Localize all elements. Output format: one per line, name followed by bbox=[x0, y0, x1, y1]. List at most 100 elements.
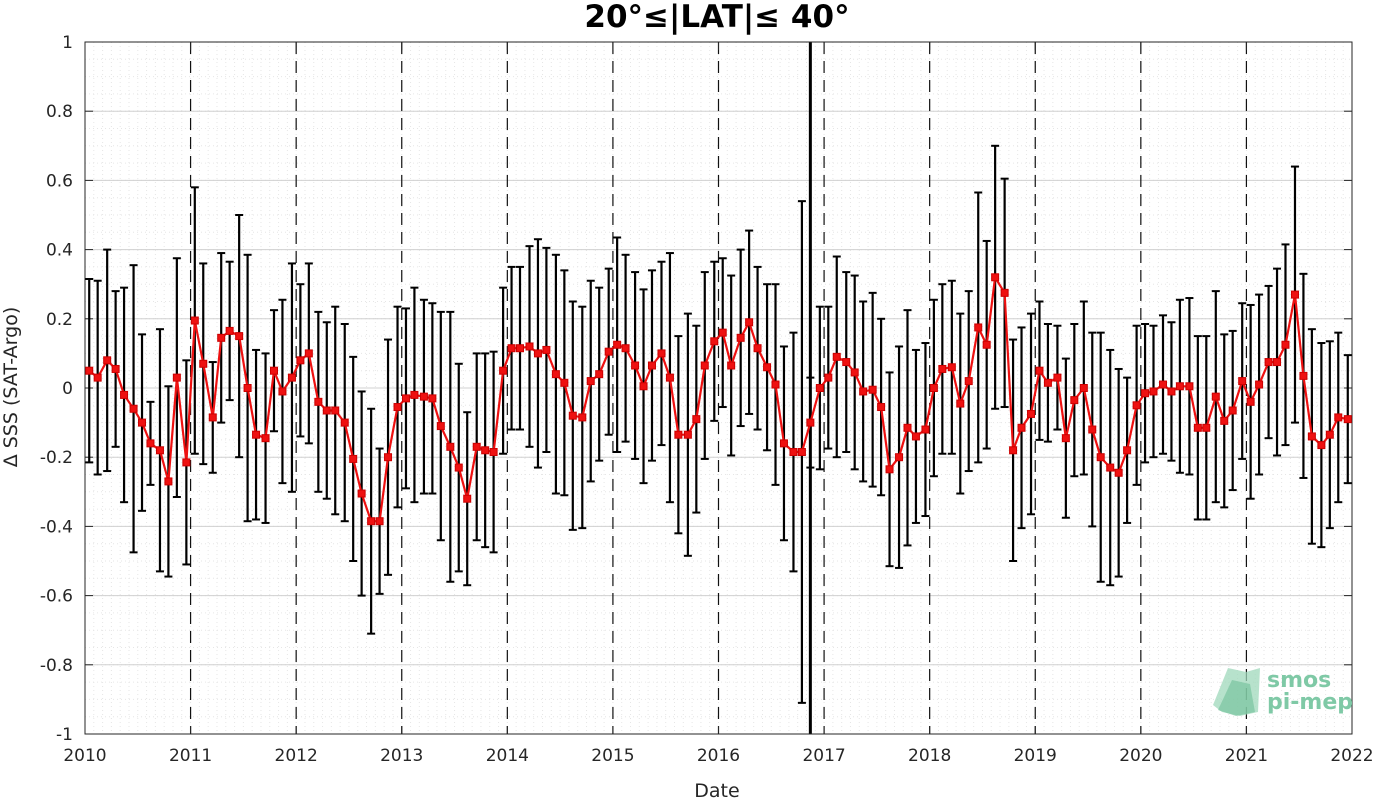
data-point bbox=[665, 373, 674, 382]
x-tick-label: 2016 bbox=[697, 746, 740, 766]
data-point bbox=[287, 373, 296, 382]
x-tick-label: 2019 bbox=[1014, 746, 1057, 766]
data-point bbox=[1114, 468, 1123, 477]
data-point bbox=[568, 411, 577, 420]
y-tick-label: 1 bbox=[62, 33, 73, 53]
x-tick-labels: 2010 2011 2012 2013 2014 2015 2016 2017 2018 2019… bbox=[63, 746, 1373, 766]
x-tick-label: 2020 bbox=[1119, 746, 1162, 766]
data-point bbox=[824, 373, 833, 382]
data-point bbox=[129, 404, 138, 413]
y-tick-label: -0.2 bbox=[40, 448, 73, 468]
data-point bbox=[710, 337, 719, 346]
data-point bbox=[895, 453, 904, 462]
data-point bbox=[885, 465, 894, 474]
data-point bbox=[604, 347, 613, 356]
data-point bbox=[436, 422, 445, 431]
data-point bbox=[322, 406, 331, 415]
x-tick-label: 2022 bbox=[1330, 746, 1373, 766]
data-point bbox=[700, 361, 709, 370]
data-point bbox=[1299, 371, 1308, 380]
data-point bbox=[815, 384, 824, 392]
data-point bbox=[401, 394, 410, 403]
data-point bbox=[172, 373, 181, 382]
data-point bbox=[533, 349, 542, 358]
data-point bbox=[850, 368, 859, 377]
logo-text-line2: pi-mep bbox=[1267, 690, 1353, 715]
data-point bbox=[93, 373, 102, 382]
y-tick-label: -0.6 bbox=[40, 587, 73, 607]
data-point bbox=[1132, 401, 1141, 410]
data-point bbox=[763, 363, 772, 372]
data-point bbox=[164, 477, 173, 486]
logo-text-line1: smos bbox=[1267, 668, 1331, 693]
data-point bbox=[631, 361, 640, 370]
data-point bbox=[1307, 432, 1316, 441]
axis-ticks bbox=[84, 41, 1353, 735]
data-point bbox=[797, 448, 806, 457]
data-point bbox=[1202, 423, 1211, 432]
data-point bbox=[1246, 397, 1255, 406]
data-point bbox=[842, 358, 851, 367]
data-point bbox=[1061, 434, 1070, 443]
data-point bbox=[1343, 415, 1352, 424]
data-point bbox=[832, 352, 841, 361]
data-point bbox=[1043, 378, 1052, 387]
data-point bbox=[947, 363, 956, 372]
data-point bbox=[472, 442, 481, 451]
data-point bbox=[718, 328, 727, 337]
x-tick-label: 2014 bbox=[486, 746, 529, 766]
data-point bbox=[155, 446, 164, 455]
data-point bbox=[217, 333, 226, 342]
data-point bbox=[1149, 387, 1158, 396]
data-point bbox=[1211, 392, 1220, 401]
data-point bbox=[806, 418, 815, 427]
data-point bbox=[85, 366, 94, 375]
data-point bbox=[911, 432, 920, 441]
data-point bbox=[357, 489, 366, 498]
data-point bbox=[428, 394, 437, 403]
data-point bbox=[1185, 382, 1194, 391]
data-point bbox=[1281, 340, 1290, 349]
data-point bbox=[621, 344, 630, 353]
data-point bbox=[146, 439, 155, 448]
data-point bbox=[410, 390, 419, 399]
data-point bbox=[1088, 425, 1097, 434]
data-point bbox=[586, 377, 595, 386]
data-point bbox=[1035, 366, 1044, 375]
data-point bbox=[647, 361, 656, 370]
x-tick-label: 2011 bbox=[169, 746, 212, 766]
data-point bbox=[1193, 423, 1202, 432]
data-point bbox=[208, 413, 217, 422]
data-point bbox=[393, 403, 402, 412]
data-point bbox=[938, 364, 947, 373]
data-point bbox=[982, 340, 991, 349]
data-point bbox=[1123, 446, 1132, 455]
data-point bbox=[190, 316, 199, 325]
x-axis-label: Date bbox=[694, 780, 739, 801]
data-point bbox=[1159, 380, 1168, 389]
data-point bbox=[1175, 382, 1184, 391]
data-point bbox=[499, 366, 508, 375]
data-point bbox=[525, 342, 534, 351]
data-point bbox=[516, 344, 525, 353]
x-tick-label: 2010 bbox=[63, 746, 106, 766]
series-markers bbox=[85, 273, 1352, 526]
data-point bbox=[877, 403, 886, 412]
data-point bbox=[1070, 396, 1079, 405]
data-point bbox=[1106, 463, 1115, 472]
smos-pi-mep-logo: smos pi-mep bbox=[1213, 668, 1353, 716]
data-point bbox=[921, 425, 930, 434]
data-point bbox=[1228, 406, 1237, 415]
y-tick-label: 0.6 bbox=[46, 171, 73, 191]
data-point bbox=[103, 356, 112, 365]
data-point bbox=[261, 434, 270, 443]
data-point bbox=[1317, 441, 1326, 450]
data-point bbox=[120, 390, 129, 399]
data-point bbox=[278, 387, 287, 396]
data-point bbox=[454, 463, 463, 472]
data-point bbox=[929, 384, 938, 392]
data-point bbox=[1325, 430, 1334, 439]
chart-title: 20°≤|LAT|≤ 40° bbox=[584, 0, 849, 35]
data-point bbox=[868, 385, 877, 394]
y-tick-label: -0.4 bbox=[40, 517, 73, 537]
